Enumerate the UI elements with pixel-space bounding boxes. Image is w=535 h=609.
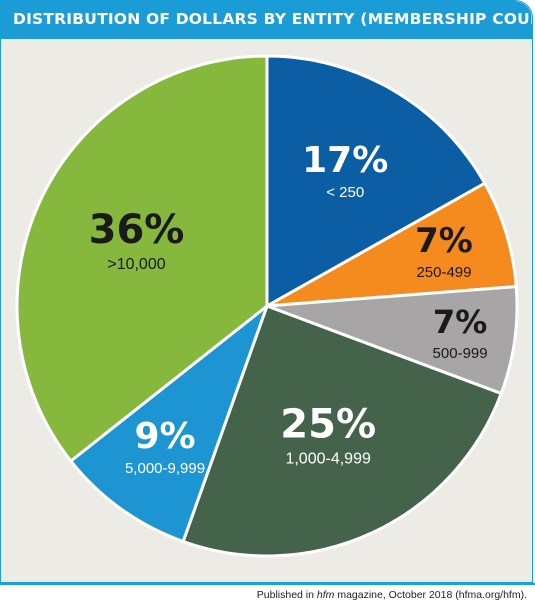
pie-chart: 17% < 250 7% 250-499 7% 500-999 25% 1,000-4,999… [15, 54, 519, 558]
chart-frame: DISTRIBUTION OF DOLLARS BY ENTITY (MEMBE… [0, 0, 533, 583]
publication-credit: Published in hfm magazine, October 2018 … [257, 589, 527, 601]
pie-slice [265, 54, 487, 308]
chart-title: DISTRIBUTION OF DOLLARS BY ENTITY (MEMBE… [13, 10, 533, 28]
chart-header: DISTRIBUTION OF DOLLARS BY ENTITY (MEMBE… [1, 1, 532, 39]
credit-suffix: magazine, October 2018 (hfma.org/hfm). [334, 589, 527, 601]
credit-magazine: hfm [316, 589, 335, 601]
slice-percent-label: 36% [89, 207, 185, 253]
pie-slice [181, 304, 503, 558]
credit-prefix: Published in [256, 589, 317, 601]
slice-percent-label: 9% [134, 416, 195, 457]
slice-category-label: 250-499 [416, 264, 471, 281]
pie-slice [265, 285, 519, 396]
pie-slice [15, 54, 269, 463]
slice-category-label: 500-999 [433, 345, 488, 362]
pie-slice [69, 304, 269, 544]
slice-category-label: >10,000 [107, 256, 165, 273]
slice-category-label: < 250 [326, 184, 364, 201]
slice-percent-label: 25% [280, 401, 376, 447]
slice-category-label: 5,000-9,999 [125, 460, 205, 477]
pie-slice [265, 181, 518, 308]
slice-category-label: 1,000-4,999 [285, 450, 371, 467]
slice-percent-label: 7% [415, 221, 473, 261]
slice-percent-label: 17% [302, 140, 388, 181]
slice-percent-label: 7% [433, 303, 487, 341]
bottom-rule [0, 583, 535, 585]
